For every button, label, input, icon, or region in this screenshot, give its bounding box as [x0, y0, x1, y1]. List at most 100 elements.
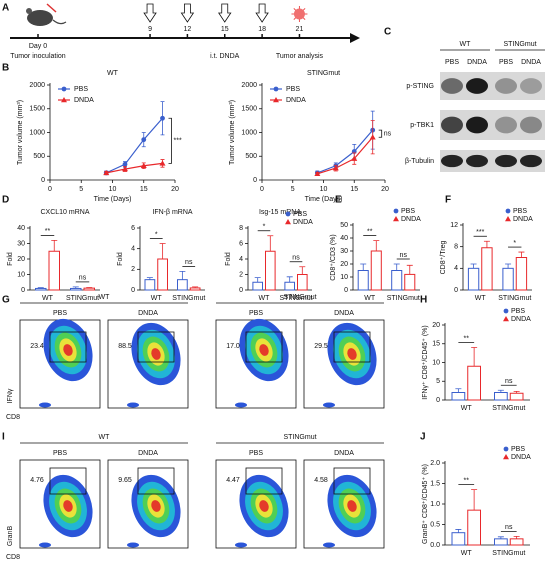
error-bar	[513, 535, 520, 539]
flow-density	[39, 542, 51, 548]
panel-label: C	[384, 27, 391, 38]
flow-gate-value: 4.58	[314, 477, 328, 484]
legend-label: PBS	[511, 308, 525, 315]
blot-band	[495, 154, 517, 168]
flow-gate	[137, 331, 175, 363]
chart-title: Isg-15 mRNA	[259, 209, 301, 216]
data-point	[351, 155, 358, 161]
y-axis-label: IFNγ⁺ CD8⁺/CD45⁺ (%)	[422, 325, 429, 399]
flow-x-label: CD8	[6, 414, 20, 421]
x-tick-label: STINGmut	[66, 295, 99, 302]
legend-label: DNDA	[286, 97, 306, 104]
legend-label: DNDA	[513, 216, 533, 223]
blot-band	[466, 116, 488, 134]
bar	[265, 250, 276, 291]
timeline-day: 12	[184, 26, 192, 33]
legend-marker	[273, 97, 279, 103]
x-tick-label: STINGmut	[387, 295, 420, 302]
y-tick-label: 20	[17, 256, 25, 263]
legend-marker	[503, 446, 509, 452]
injection-arrow	[218, 3, 232, 23]
injection-arrow	[180, 3, 195, 23]
error-bar	[406, 264, 413, 275]
significance: *	[155, 231, 158, 238]
flow-gate-value: 9.65	[118, 477, 132, 484]
bar	[467, 509, 481, 546]
error-bar	[518, 251, 525, 258]
blot-band	[466, 78, 488, 94]
legend-marker	[61, 86, 67, 92]
y-tick-label: 2	[131, 266, 135, 273]
data-point	[159, 160, 166, 166]
flow-density	[259, 344, 269, 356]
injection-arrow	[255, 3, 269, 23]
flow-gate	[49, 467, 87, 495]
y-tick-label: 1000	[29, 129, 45, 136]
y-tick-label: 30	[17, 240, 25, 247]
panel-label: I	[2, 432, 5, 443]
legend-marker	[61, 97, 67, 103]
blot-protein: p-TBK1	[410, 122, 434, 129]
flow-density	[63, 344, 73, 356]
legend-marker	[273, 86, 279, 92]
series-line	[317, 136, 374, 175]
panel-label: J	[420, 432, 426, 443]
x-tick-label: WT	[151, 295, 163, 302]
significance: ns	[505, 524, 513, 531]
y-tick-label: 1500	[241, 106, 257, 113]
y-tick-label: 4	[239, 256, 243, 263]
y-tick-label: 0	[21, 287, 25, 294]
flow-density	[259, 500, 269, 512]
x-tick-label: 10	[320, 186, 328, 193]
data-point	[332, 165, 339, 171]
timeline-day: 18	[258, 26, 266, 33]
injection-arrow	[143, 3, 157, 23]
y-tick-label: 15	[432, 341, 440, 348]
bar	[494, 538, 508, 546]
legend-label: DNDA	[511, 316, 531, 323]
error-bar	[192, 286, 199, 288]
flow-group: STINGmut	[283, 434, 316, 441]
flow-density	[235, 542, 247, 548]
error-bar	[267, 235, 274, 252]
chart-title: CXCL10 mRNA	[40, 209, 89, 216]
flow-condition: PBS	[249, 310, 263, 317]
flow-gate	[333, 331, 371, 363]
flow-y-label: GranB	[7, 526, 14, 547]
bar	[70, 287, 82, 291]
flow-density	[127, 542, 139, 548]
flow-density	[63, 500, 73, 512]
error-bar	[471, 489, 478, 511]
significance: *	[263, 224, 266, 231]
blot-band	[441, 116, 463, 134]
panel-label: E	[335, 195, 342, 206]
blot-group: WT	[460, 41, 472, 48]
flow-condition: PBS	[53, 310, 67, 317]
blot-band	[495, 78, 517, 94]
y-tick-label: 4	[131, 246, 135, 253]
flow-density	[347, 348, 357, 360]
panel-label: A	[2, 3, 9, 14]
bar	[189, 287, 201, 291]
flow-gate-value: 88.5	[118, 343, 132, 350]
y-tick-label: 20	[432, 322, 440, 329]
significance: ns	[400, 252, 408, 259]
blot-condition: PBS	[445, 59, 459, 66]
flow-group: WT	[99, 434, 111, 441]
flow-gate-value: 23.4	[30, 343, 44, 350]
data-point	[103, 169, 110, 176]
timeline-start-note: Tumor inoculation	[10, 53, 65, 60]
y-tick-label: 0	[239, 287, 243, 294]
blot-protein: p-STING	[406, 83, 434, 90]
flow-gate	[333, 467, 371, 495]
y-tick-label: 40	[340, 235, 348, 242]
blot-band	[520, 154, 542, 168]
x-tick-label: STINGmut	[492, 550, 525, 557]
data-point	[369, 134, 376, 140]
y-tick-label: 12	[450, 222, 458, 229]
bar	[451, 392, 466, 401]
y-tick-label: 2000	[29, 82, 45, 89]
significance: ***	[174, 138, 182, 145]
y-tick-label: 30	[340, 248, 348, 255]
blot-band	[520, 116, 542, 134]
